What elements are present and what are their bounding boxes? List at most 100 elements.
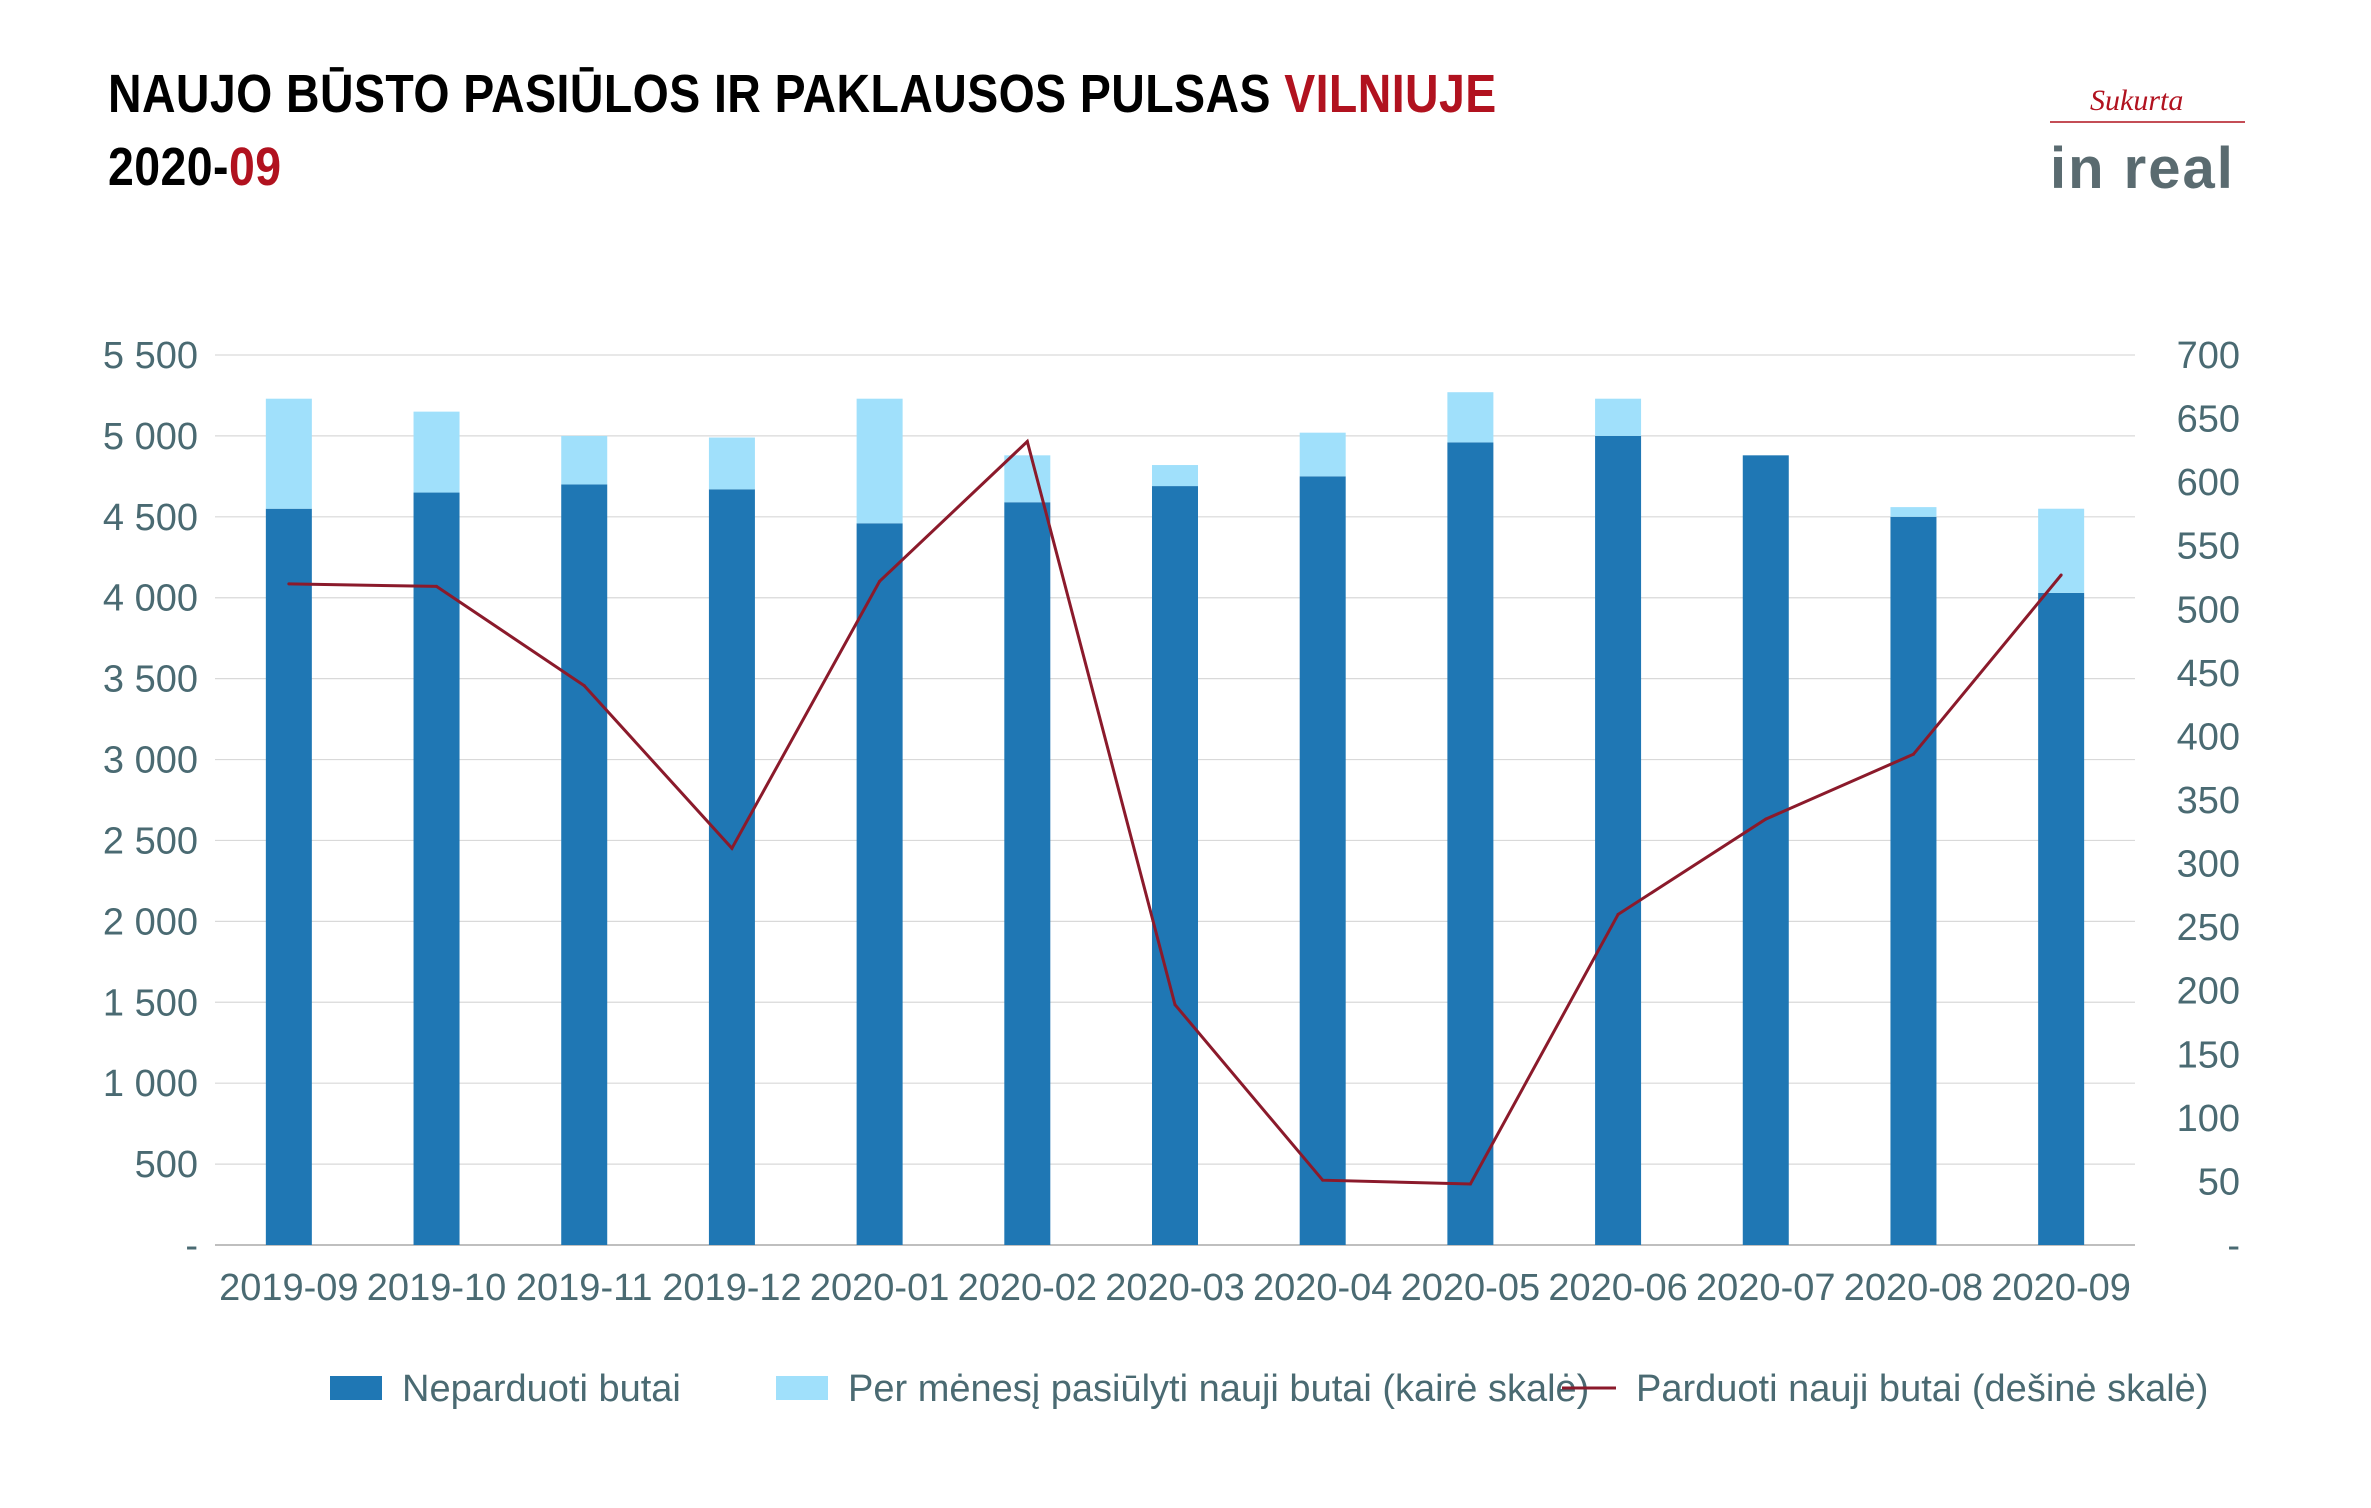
bar-offered <box>1152 465 1198 487</box>
bar-unsold <box>1004 502 1051 1246</box>
sold-point <box>1616 912 1620 916</box>
sold-point <box>287 582 291 586</box>
sold-point <box>1025 439 1029 443</box>
sold-point <box>878 579 882 583</box>
bar-unsold <box>1299 476 1346 1245</box>
left-tick-label: 2 000 <box>103 901 198 943</box>
bar-offered <box>1447 392 1494 443</box>
x-tick-label: 2020-08 <box>1844 1267 1983 1309</box>
right-tick-label: 700 <box>2177 335 2240 377</box>
bar-unsold <box>265 508 312 1245</box>
sold-point <box>1321 1178 1325 1182</box>
x-tick-label: 2020-01 <box>810 1267 949 1309</box>
bar-unsold <box>1742 455 1789 1245</box>
title-main: NAUJO BŪSTO PASIŪLOS IR PAKLAUSOS PULSAS <box>108 64 1271 124</box>
left-tick-label: - <box>185 1225 198 1267</box>
bar-unsold <box>708 489 755 1245</box>
bar-unsold <box>413 492 460 1246</box>
bar-offered <box>1004 455 1051 503</box>
bar-unsold <box>1152 486 1198 1245</box>
bar-unsold <box>856 523 903 1245</box>
title-city: VILNIUJE <box>1284 64 1497 124</box>
x-tick-label: 2020-04 <box>1253 1267 1392 1309</box>
title-line-2: 2020-09 <box>108 135 1497 200</box>
sold-point <box>1764 817 1768 821</box>
sold-point <box>582 684 586 688</box>
legend-swatch-offered <box>776 1376 828 1400</box>
left-tick-label: 500 <box>135 1144 198 1186</box>
right-tick-label: 600 <box>2177 462 2240 504</box>
legend-label-unsold: Neparduoti butai <box>402 1368 681 1410</box>
bar-offered <box>1595 398 1642 436</box>
left-tick-label: 3 500 <box>103 659 198 701</box>
left-tick-label: 3 000 <box>103 740 198 782</box>
right-axis-ticks: - 50 100 150 200 250 300 350 400 450 500 550 600 650 7… <box>2177 335 2240 1267</box>
right-tick-label: 300 <box>2177 844 2240 886</box>
right-tick-label: 550 <box>2177 526 2240 568</box>
left-tick-label: 1 500 <box>103 982 198 1024</box>
right-tick-label: 400 <box>2177 716 2240 758</box>
inreal-logo: Sukurta in real <box>2050 84 2245 200</box>
bar-offered <box>856 398 903 524</box>
x-tick-label: 2020-06 <box>1548 1267 1687 1309</box>
x-tick-label: 2019-11 <box>516 1267 653 1309</box>
bars <box>265 392 2085 1246</box>
right-tick-label: 50 <box>2198 1161 2240 1203</box>
left-tick-label: 4 500 <box>103 497 198 539</box>
sold-point <box>1468 1182 1472 1186</box>
period-month: 09 <box>228 136 282 197</box>
sold-point <box>2059 573 2063 577</box>
logo-script-text: Sukurta <box>2090 84 2183 117</box>
right-tick-label: 450 <box>2177 653 2240 695</box>
right-tick-label: 150 <box>2177 1034 2240 1076</box>
right-tick-label: 250 <box>2177 907 2240 949</box>
right-tick-label: 500 <box>2177 589 2240 631</box>
right-tick-label: - <box>2227 1225 2240 1267</box>
left-tick-label: 5 000 <box>103 416 198 458</box>
chart-title: NAUJO BŪSTO PASIŪLOS IR PAKLAUSOS PULSAS… <box>108 62 1497 200</box>
bar-offered <box>2038 508 2085 593</box>
left-tick-label: 4 000 <box>103 578 198 620</box>
legend-label-offered: Per mėnesį pasiūlyti nauji butai (kairė … <box>848 1368 1589 1410</box>
legend: Neparduoti butai Per mėnesį pasiūlyti nau… <box>330 1368 2208 1410</box>
bar-offered <box>413 411 460 493</box>
x-tick-label: 2019-12 <box>662 1267 801 1309</box>
bar-offered <box>561 435 608 485</box>
title-line-1: NAUJO BŪSTO PASIŪLOS IR PAKLAUSOS PULSAS… <box>108 62 1497 127</box>
sold-point <box>1173 1003 1177 1007</box>
bar-offered <box>1890 507 1937 517</box>
bar-offered <box>265 398 312 509</box>
right-tick-label: 650 <box>2177 399 2240 441</box>
x-axis-ticks: 2019-09 2019-10 2019-11 2019-12 2020-01 2020-… <box>219 1267 2131 1309</box>
left-tick-label: 1 000 <box>103 1063 198 1105</box>
bar-unsold <box>1447 442 1494 1245</box>
logo-brand-text: in real <box>2050 136 2235 200</box>
bar-unsold <box>2038 592 2085 1245</box>
period-prefix: 2020- <box>108 136 229 197</box>
legend-label-sold: Parduoti nauji butai (dešinė skalė) <box>1636 1368 2208 1410</box>
x-tick-label: 2020-09 <box>1991 1267 2130 1309</box>
bar-unsold <box>561 484 608 1245</box>
right-tick-label: 350 <box>2177 780 2240 822</box>
right-tick-label: 100 <box>2177 1098 2240 1140</box>
sold-point <box>730 846 734 850</box>
left-axis-ticks: - 500 1 000 1 500 2 000 2 500 3 000 3 500 4 000 4… <box>103 335 198 1267</box>
left-tick-label: 5 500 <box>103 335 198 377</box>
x-tick-label: 2020-02 <box>958 1267 1097 1309</box>
sold-line <box>287 438 2063 1186</box>
x-tick-label: 2019-10 <box>367 1267 506 1309</box>
left-tick-label: 2 500 <box>103 820 198 862</box>
bar-unsold <box>1890 516 1937 1245</box>
x-tick-label: 2019-09 <box>219 1267 358 1309</box>
bar-unsold <box>1595 435 1642 1246</box>
bar-offered <box>708 437 755 490</box>
bar-offered <box>1299 432 1346 477</box>
x-tick-label: 2020-03 <box>1105 1267 1244 1309</box>
x-tick-label: 2020-05 <box>1401 1267 1540 1309</box>
x-tick-label: 2020-07 <box>1696 1267 1835 1309</box>
legend-swatch-unsold <box>330 1376 382 1400</box>
right-tick-label: 200 <box>2177 971 2240 1013</box>
sold-point <box>435 584 439 588</box>
sold-point <box>1911 752 1915 756</box>
